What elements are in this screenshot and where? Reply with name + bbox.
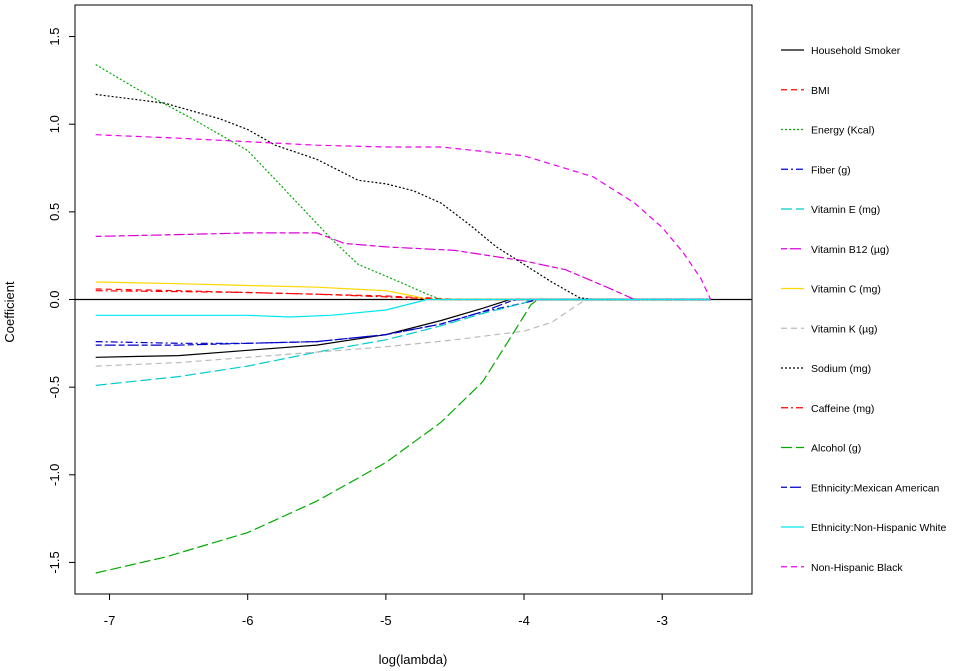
y-tick-label: -1.0 bbox=[47, 464, 62, 486]
series-line-7 bbox=[95, 281, 711, 301]
x-axis-title: log(lambda) bbox=[379, 652, 448, 667]
legend-label: Vitamin C (mg) bbox=[811, 284, 881, 296]
legend-label: Ethnicity:Non-Hispanic White bbox=[811, 522, 947, 534]
series-line-3 bbox=[95, 64, 711, 301]
legend-label: Non-Hispanic Black bbox=[811, 562, 903, 574]
legend-label: Sodium (mg) bbox=[811, 363, 871, 375]
y-tick-label: 0.5 bbox=[47, 203, 62, 221]
x-tick-label: -6 bbox=[242, 613, 254, 628]
series-line-8 bbox=[95, 298, 711, 367]
y-tick-label: -1.5 bbox=[47, 551, 62, 573]
legend-label: Ethnicity:Mexican American bbox=[811, 482, 940, 494]
axes: -7 -6 -5 -4 -3 -1.5 -1.0 -0.5 0.0 0.5 1.0 1.5 bbox=[47, 4, 753, 628]
legend-label: Vitamin K (µg) bbox=[811, 323, 878, 335]
series-line-6 bbox=[95, 232, 711, 301]
y-tick-label: -0.5 bbox=[47, 376, 62, 398]
x-tick-label: -7 bbox=[104, 613, 116, 628]
series-line-13 bbox=[95, 298, 711, 318]
series-line-5 bbox=[95, 298, 711, 386]
y-tick-label: 0.0 bbox=[47, 290, 62, 308]
x-tick-label: -3 bbox=[656, 613, 668, 628]
legend-label: Fiber (g) bbox=[811, 164, 851, 176]
legend-label: Alcohol (g) bbox=[811, 443, 861, 455]
legend: Household Smoker BMI Energy (Kcal) Fiber (g… bbox=[781, 45, 947, 574]
y-tick-label: 1.5 bbox=[47, 28, 62, 46]
plot-area bbox=[75, 64, 752, 574]
legend-label: Vitamin E (mg) bbox=[811, 204, 880, 216]
y-tick-label: 1.0 bbox=[47, 115, 62, 133]
legend-label: Household Smoker bbox=[811, 45, 901, 57]
x-tick-label: -4 bbox=[518, 613, 530, 628]
legend-label: Caffeine (mg) bbox=[811, 403, 874, 415]
series-line-14 bbox=[95, 134, 712, 300]
series-line-9 bbox=[95, 93, 711, 301]
y-axis-title: Coefficient bbox=[2, 281, 17, 343]
series-line-10 bbox=[95, 290, 711, 301]
x-tick-label: -5 bbox=[380, 613, 392, 628]
legend-label: Energy (Kcal) bbox=[811, 125, 875, 137]
series-line-11 bbox=[95, 298, 711, 574]
legend-label: Vitamin B12 (µg) bbox=[811, 244, 889, 256]
series-line-12 bbox=[95, 298, 711, 346]
legend-label: BMI bbox=[811, 85, 830, 97]
series-line-1 bbox=[95, 298, 711, 358]
